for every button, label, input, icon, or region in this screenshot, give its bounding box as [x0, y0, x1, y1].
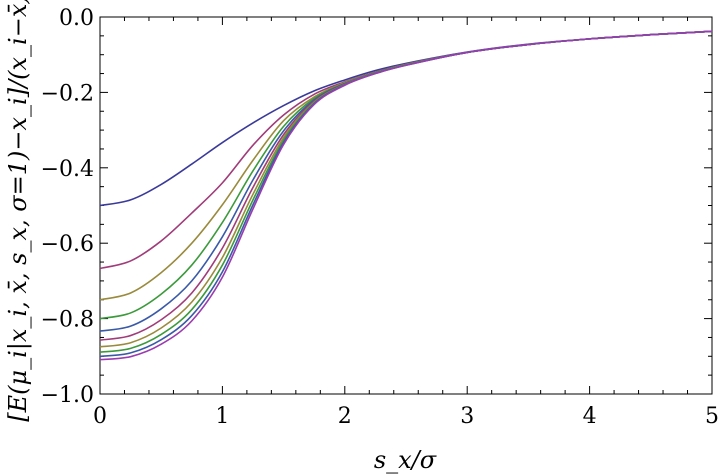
series-line-10	[99, 30, 713, 361]
series-lines	[99, 30, 713, 361]
x-tick-label: 2	[338, 404, 352, 429]
axis-labels: s_x/σ [E(μ_i|x_i, x̄, s_x, σ=1)−x_i]/(x_…	[4, 0, 437, 474]
x-axis-label: s_x/σ	[374, 446, 437, 474]
series-line-5	[99, 30, 713, 332]
series-line-3	[99, 30, 713, 301]
y-tick-label: −1.0	[41, 383, 94, 408]
series-line-8	[99, 30, 713, 353]
x-tick-label: 0	[93, 404, 107, 429]
series-line-4	[99, 30, 713, 320]
series-line-9	[99, 30, 713, 358]
series-line-1	[99, 30, 713, 207]
x-tick-label: 1	[215, 404, 229, 429]
plot-frame	[99, 16, 713, 395]
plot-area-border	[99, 16, 713, 395]
axis-ticks	[99, 16, 713, 395]
series-line-2	[99, 30, 713, 270]
y-tick-label: −0.8	[41, 308, 94, 333]
x-tick-label: 5	[705, 404, 719, 429]
series-line-7	[99, 30, 713, 348]
y-tick-label: −0.4	[41, 157, 94, 182]
y-tick-label: −0.2	[41, 81, 94, 106]
y-tick-label: −0.6	[41, 232, 94, 257]
series-line-6	[99, 30, 713, 341]
x-tick-label: 4	[583, 404, 597, 429]
x-tick-label: 3	[460, 404, 474, 429]
y-tick-label: 0.0	[59, 6, 94, 31]
y-axis-label: [E(μ_i|x_i, x̄, s_x, σ=1)−x_i]/(x_i−x̄)	[4, 0, 33, 422]
tick-labels: 0 1 2 3 4 5 0.0 −0.2 −0.4 −0.6 −0.8 −1.0	[41, 6, 719, 429]
